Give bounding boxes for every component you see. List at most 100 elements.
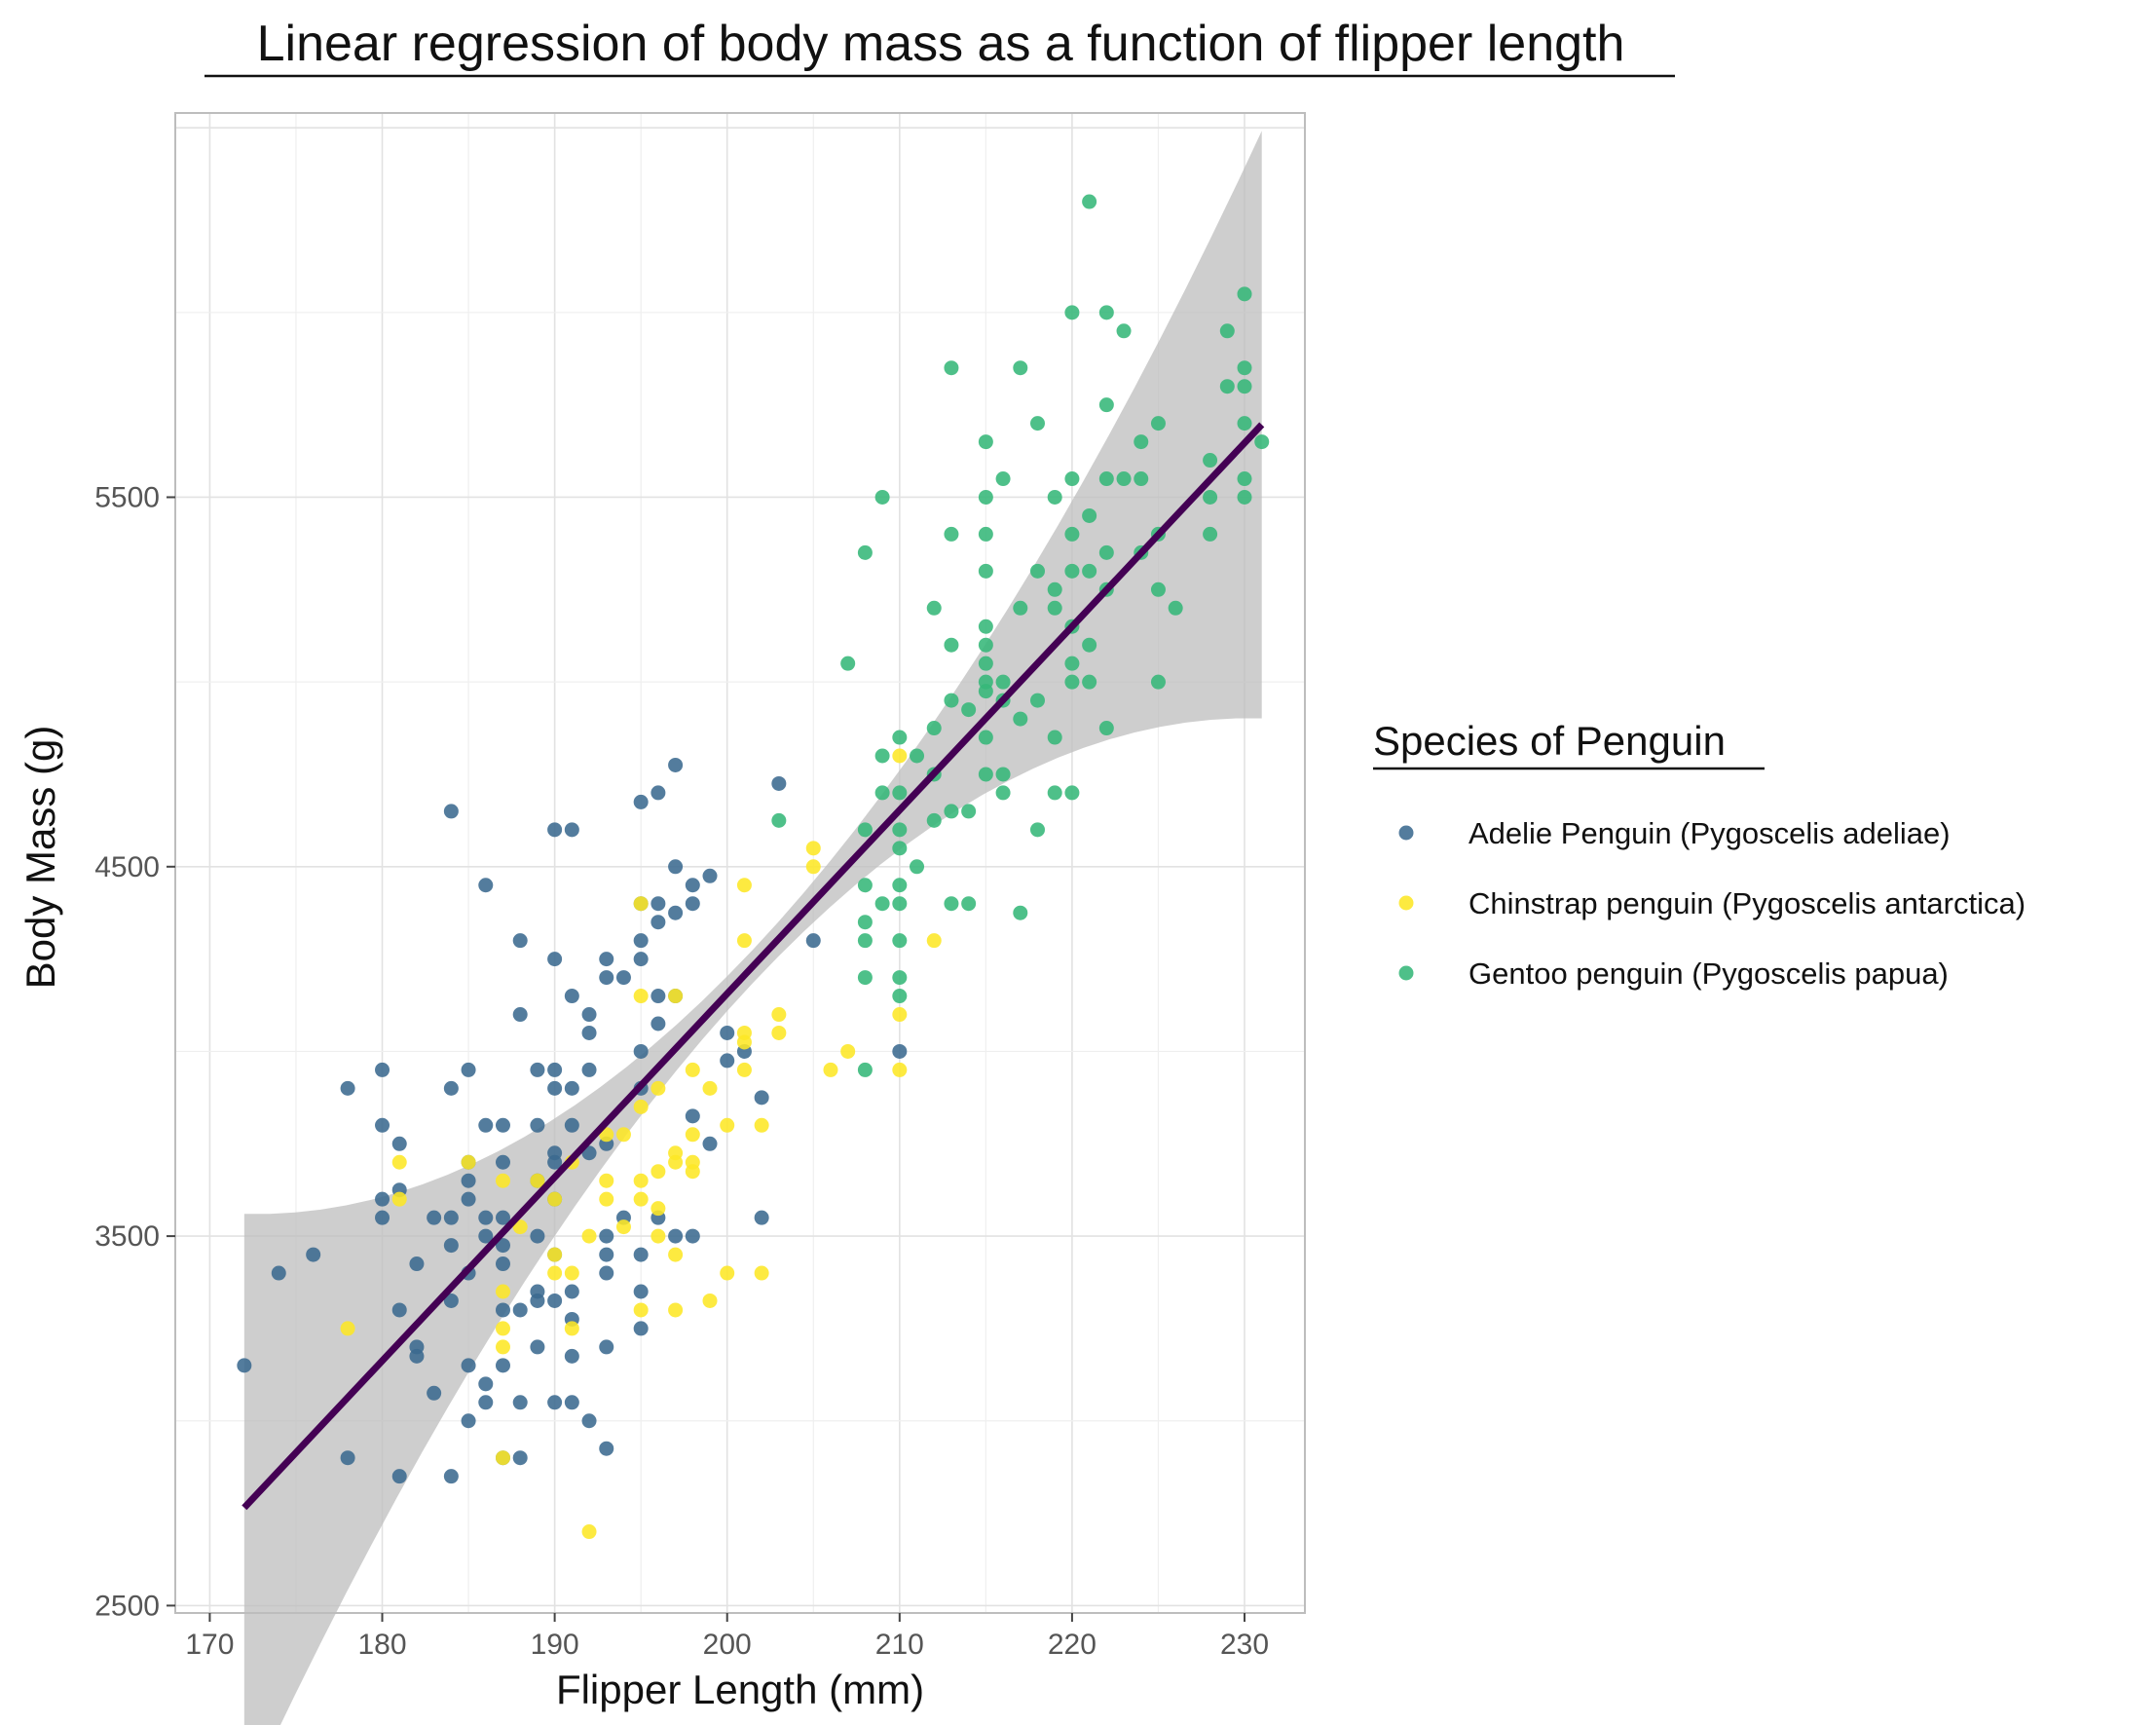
data-point bbox=[668, 1302, 684, 1318]
data-point bbox=[391, 1302, 407, 1318]
data-point bbox=[564, 1284, 579, 1299]
data-point bbox=[1098, 305, 1114, 320]
data-point bbox=[581, 1007, 597, 1023]
data-point bbox=[461, 1062, 476, 1077]
data-point bbox=[581, 1025, 597, 1040]
y-axis: 2500 3500 4500 5500 bbox=[94, 481, 175, 1622]
data-point bbox=[1082, 507, 1097, 523]
data-point bbox=[1150, 581, 1166, 597]
data-point bbox=[512, 1302, 528, 1318]
data-point bbox=[651, 785, 666, 801]
data-point bbox=[978, 489, 993, 505]
data-point bbox=[633, 1284, 649, 1299]
data-point bbox=[547, 1265, 563, 1281]
data-point bbox=[375, 1117, 390, 1133]
data-point bbox=[547, 822, 563, 838]
data-point bbox=[1064, 305, 1080, 320]
data-point bbox=[1098, 397, 1114, 413]
data-point bbox=[702, 1136, 718, 1151]
x-tick-label: 210 bbox=[875, 1629, 924, 1661]
data-point bbox=[1082, 194, 1097, 209]
data-point bbox=[668, 1228, 684, 1244]
data-point bbox=[547, 1080, 563, 1096]
data-point bbox=[651, 896, 666, 912]
data-point bbox=[615, 1127, 631, 1143]
data-point bbox=[978, 619, 993, 634]
data-point bbox=[1237, 489, 1252, 505]
data-point bbox=[633, 896, 649, 912]
data-point bbox=[651, 989, 666, 1004]
x-axis: 170 180 190 200 210 220 230 bbox=[185, 1613, 1269, 1661]
data-point bbox=[1203, 526, 1218, 542]
data-point bbox=[633, 1043, 649, 1059]
data-point bbox=[530, 1173, 545, 1188]
data-point bbox=[720, 1265, 735, 1281]
data-point bbox=[599, 1265, 614, 1281]
data-point bbox=[1064, 674, 1080, 690]
data-point bbox=[1150, 674, 1166, 690]
data-point bbox=[702, 1080, 718, 1096]
data-point bbox=[961, 702, 977, 718]
data-point bbox=[1134, 434, 1149, 450]
confidence-band-layer bbox=[243, 131, 1262, 1725]
data-point bbox=[978, 563, 993, 579]
data-point bbox=[581, 1228, 597, 1244]
data-point bbox=[1029, 693, 1045, 708]
x-tick-label: 220 bbox=[1048, 1629, 1097, 1661]
data-point bbox=[237, 1358, 252, 1373]
data-point bbox=[892, 878, 908, 893]
data-point bbox=[1219, 379, 1235, 394]
regression-line bbox=[242, 422, 1265, 1511]
data-point bbox=[1047, 785, 1062, 801]
data-point bbox=[564, 989, 579, 1004]
data-point bbox=[581, 1524, 597, 1540]
data-point bbox=[512, 1395, 528, 1410]
data-point bbox=[926, 933, 942, 949]
data-point bbox=[633, 1302, 649, 1318]
data-point bbox=[754, 1117, 769, 1133]
data-point bbox=[375, 1062, 390, 1077]
data-point bbox=[427, 1385, 442, 1401]
data-point bbox=[892, 1007, 908, 1023]
data-point bbox=[564, 1080, 579, 1096]
x-tick-label: 180 bbox=[357, 1629, 406, 1661]
data-point bbox=[668, 1154, 684, 1170]
data-point bbox=[805, 933, 821, 949]
legend-label: Gentoo penguin (Pygoscelis papua) bbox=[1468, 956, 1949, 991]
data-point bbox=[1047, 489, 1062, 505]
data-point bbox=[461, 1358, 476, 1373]
data-point bbox=[1029, 563, 1045, 579]
data-point bbox=[910, 748, 925, 764]
data-point bbox=[599, 1173, 614, 1188]
data-point bbox=[1064, 785, 1080, 801]
data-point bbox=[771, 812, 787, 828]
data-point bbox=[599, 1441, 614, 1456]
x-axis-title: Flipper Length (mm) bbox=[556, 1667, 924, 1712]
data-point bbox=[409, 1339, 425, 1355]
data-point bbox=[512, 933, 528, 949]
data-point bbox=[1013, 905, 1028, 920]
data-point bbox=[391, 1191, 407, 1207]
data-point bbox=[892, 896, 908, 912]
y-tick-label: 2500 bbox=[94, 1590, 160, 1622]
data-point bbox=[1098, 471, 1114, 487]
data-point bbox=[1168, 600, 1183, 616]
data-point bbox=[926, 600, 942, 616]
data-point bbox=[685, 1108, 700, 1124]
data-point bbox=[1064, 526, 1080, 542]
data-point bbox=[892, 730, 908, 745]
data-point bbox=[530, 1062, 545, 1077]
data-point bbox=[1029, 416, 1045, 431]
data-point bbox=[857, 915, 873, 930]
data-point bbox=[633, 933, 649, 949]
plot-area bbox=[174, 112, 1306, 1725]
data-point bbox=[651, 1164, 666, 1180]
data-point bbox=[892, 933, 908, 949]
data-point bbox=[495, 1339, 510, 1355]
data-point bbox=[495, 1117, 510, 1133]
data-point bbox=[530, 1293, 545, 1308]
data-point bbox=[702, 868, 718, 883]
regression-line-layer bbox=[242, 422, 1265, 1511]
data-point bbox=[340, 1450, 355, 1466]
data-point bbox=[720, 1025, 735, 1040]
